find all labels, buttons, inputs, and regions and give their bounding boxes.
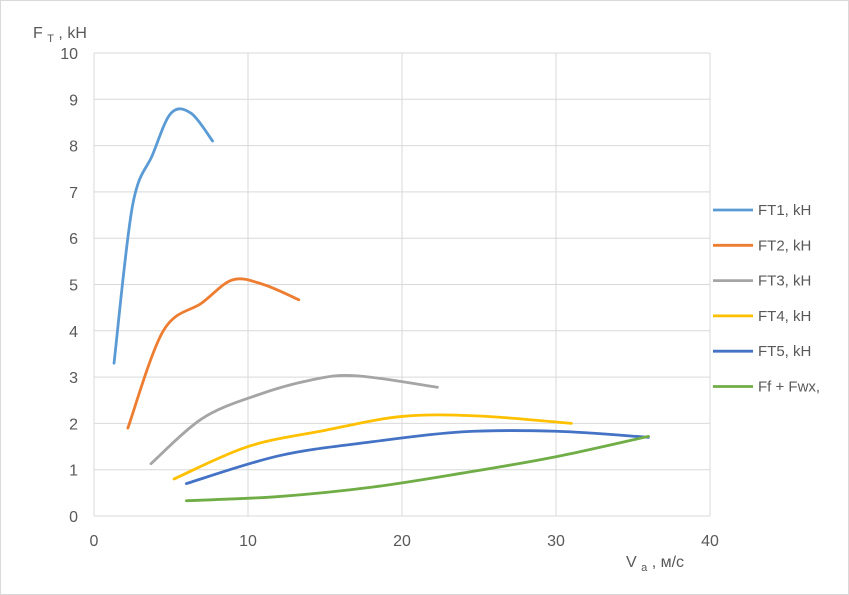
series-line-3 — [149, 374, 439, 466]
series-line-4 — [172, 413, 573, 481]
y-tick-label: 4 — [69, 324, 78, 341]
x-tick-label: 30 — [547, 533, 565, 550]
x-tick-label: 40 — [701, 533, 719, 550]
x-axis-title-sub: a — [641, 562, 648, 574]
x-axis-title: V a , м/с — [626, 554, 684, 575]
x-tick-label: 20 — [393, 533, 411, 550]
y-axis-title: F T , kH — [33, 25, 87, 46]
legend-label: FT3, kH — [758, 273, 811, 290]
y-tick-label: 5 — [69, 278, 78, 295]
x-axis-title-unit: , м/с — [652, 554, 684, 571]
legend-label: FT2, kH — [758, 237, 811, 254]
y-tick-label: 9 — [69, 92, 78, 109]
legend-label: FT1, kH — [758, 202, 811, 219]
legend-label: FT5, kH — [758, 343, 811, 360]
y-tick-label: 6 — [69, 231, 78, 248]
series-line-5 — [185, 429, 650, 485]
series-line-2 — [126, 277, 301, 430]
y-axis-title-unit: , kH — [58, 25, 86, 42]
grid — [93, 52, 711, 517]
x-axis-title-main: V — [626, 554, 637, 571]
x-tick-label: 0 — [90, 533, 99, 550]
legend: FT1, kH FT2, kH FT3, kH FT4, kH FT5, kH Ff + … — [713, 202, 820, 396]
tick-labels: 0 1 2 3 4 5 6 7 8 9 10 0 10 20 30 40 — [60, 46, 719, 550]
y-axis-title-sub: T — [47, 33, 54, 45]
y-axis-title-main: F — [33, 25, 43, 42]
series-line-6 — [185, 434, 650, 503]
y-tick-label: 7 — [69, 185, 78, 202]
y-tick-label: 3 — [69, 370, 78, 387]
y-tick-label: 10 — [60, 46, 78, 63]
y-tick-label: 8 — [69, 139, 78, 156]
series-line-1 — [112, 107, 214, 365]
y-tick-label: 0 — [69, 509, 78, 526]
legend-label: Ff + Fwx, — [758, 379, 820, 396]
series-lines — [112, 107, 650, 503]
legend-label: FT4, kH — [758, 308, 811, 325]
y-tick-label: 1 — [69, 463, 78, 480]
x-tick-label: 10 — [239, 533, 257, 550]
y-tick-label: 2 — [69, 416, 78, 433]
